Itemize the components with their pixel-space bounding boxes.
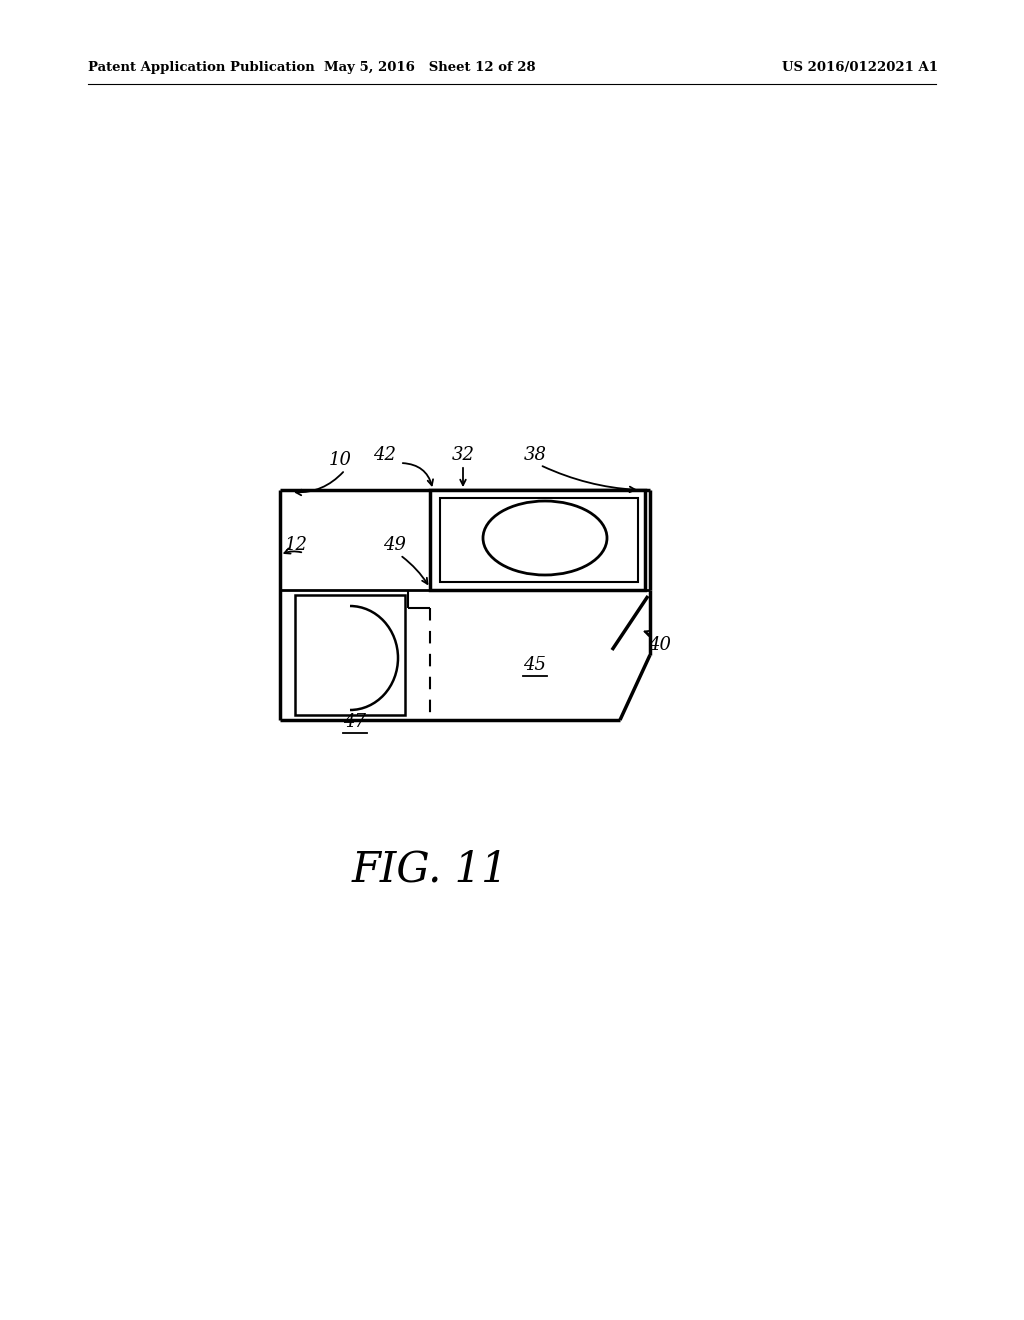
Text: 42: 42 — [374, 446, 396, 465]
Text: 12: 12 — [285, 536, 307, 554]
Bar — [430, 490, 645, 590]
Text: 47: 47 — [343, 713, 367, 731]
Text: US 2016/0122021 A1: US 2016/0122021 A1 — [782, 62, 938, 74]
Text: May 5, 2016   Sheet 12 of 28: May 5, 2016 Sheet 12 of 28 — [325, 62, 536, 74]
Text: 32: 32 — [452, 446, 474, 465]
Text: 38: 38 — [523, 446, 547, 465]
Bar — [440, 498, 638, 582]
Text: FIG. 11: FIG. 11 — [351, 849, 508, 891]
Text: 45: 45 — [523, 656, 547, 675]
Text: 10: 10 — [329, 451, 351, 469]
Bar — [295, 595, 406, 715]
Text: 49: 49 — [384, 536, 407, 554]
Text: 40: 40 — [648, 636, 672, 653]
Ellipse shape — [483, 502, 607, 576]
Text: Patent Application Publication: Patent Application Publication — [88, 62, 314, 74]
